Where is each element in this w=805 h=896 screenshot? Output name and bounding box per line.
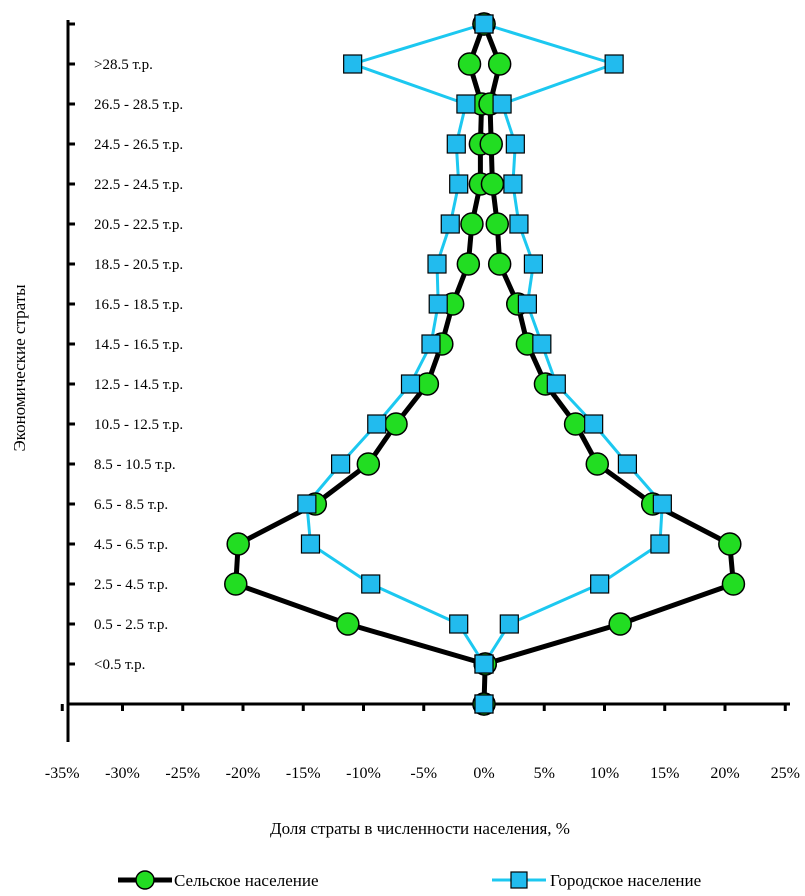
urban-data-point: [367, 414, 387, 434]
rural-data-point: [384, 412, 408, 436]
urban-data-point: [523, 254, 544, 274]
urban-data-point: [449, 614, 469, 634]
rural-data-point: [457, 52, 482, 76]
rural-data-point: [356, 452, 381, 476]
x-tick-label: 10%: [590, 765, 619, 782]
rural-data-point: [480, 172, 505, 196]
x-tick-label: 0%: [473, 765, 494, 782]
urban-data-point: [652, 494, 672, 514]
urban-data-point: [427, 254, 447, 274]
x-tick-label: -5%: [410, 765, 437, 782]
x-tick-label: 20%: [710, 765, 739, 782]
legend-urban-label: Городское население: [550, 871, 701, 890]
urban-data-point: [499, 614, 519, 634]
category-label: 26.5 - 28.5 т.р.: [94, 97, 183, 113]
category-label: 12.5 - 14.5 т.р.: [94, 377, 183, 393]
urban-data-point: [331, 454, 351, 474]
urban-data-point: [421, 334, 441, 354]
rural-data-point: [456, 252, 481, 276]
category-label: 6.5 - 8.5 т.р.: [94, 497, 168, 513]
urban-data-point: [532, 334, 552, 354]
category-labels: <0.5 т.р. 0.5 - 2.5 т.р. 2.5 - 4.5 т.р. 4.5…: [94, 57, 183, 673]
category-label: <0.5 т.р.: [94, 657, 145, 673]
rural-data-point: [721, 572, 746, 596]
urban-data-point: [505, 134, 525, 154]
category-label: 20.5 - 22.5 т.р.: [94, 217, 183, 233]
rural-data-point: [224, 572, 248, 596]
rural-data-point: [485, 212, 510, 236]
x-axis-title: Доля страты в численности населения, %: [270, 819, 570, 838]
urban-data-point: [604, 54, 624, 74]
rural-data-point: [585, 452, 610, 476]
urban-data-point: [449, 174, 469, 194]
rural-data-point: [563, 412, 588, 436]
x-tick-label: -25%: [165, 765, 200, 782]
category-label: 0.5 - 2.5 т.р.: [94, 617, 168, 633]
x-tick-label: 15%: [650, 765, 679, 782]
category-label: 14.5 - 16.5 т.р.: [94, 337, 183, 353]
urban-data-point: [590, 574, 610, 594]
urban-data-point: [297, 494, 317, 514]
category-label: 4.5 - 6.5 т.р.: [94, 537, 168, 553]
rural-data-point: [336, 612, 360, 636]
urban-data-point: [474, 654, 494, 674]
x-tick-label: 5%: [534, 765, 555, 782]
category-label: 16.5 - 18.5 т.р.: [94, 297, 183, 313]
legend: Сельское население Городское население: [118, 870, 701, 890]
urban-data-point: [428, 294, 448, 314]
urban-data-point: [361, 574, 381, 594]
x-tick-label: -10%: [346, 765, 381, 782]
x-tick-label: -30%: [105, 765, 140, 782]
series-layer: [224, 12, 746, 716]
urban-data-point: [474, 14, 494, 34]
urban-data-point: [503, 174, 523, 194]
x-tick-label: -35%: [45, 765, 80, 782]
urban-data-point: [617, 454, 637, 474]
category-label: >28.5 т.р.: [94, 57, 153, 73]
axes: [60, 20, 790, 742]
category-label: 24.5 - 26.5 т.р.: [94, 137, 183, 153]
urban-data-point: [343, 54, 363, 74]
urban-data-point: [492, 94, 512, 114]
legend-rural-marker: [135, 870, 155, 890]
x-tick-label: -15%: [286, 765, 321, 782]
urban-data-point: [440, 214, 460, 234]
rural-data-point: [487, 252, 512, 276]
category-label: 18.5 - 20.5 т.р.: [94, 257, 183, 273]
rural-data-point: [226, 532, 250, 556]
urban-data-point: [474, 694, 494, 714]
urban-data-point: [509, 214, 529, 234]
urban-data-point: [517, 294, 537, 314]
x-tick-label: 25%: [771, 765, 800, 782]
urban-series-line: [305, 22, 664, 704]
rural-data-point: [718, 532, 742, 556]
urban-data-point: [446, 134, 466, 154]
legend-urban-marker: [510, 871, 528, 889]
urban-data-point: [456, 94, 476, 114]
urban-data-point: [400, 374, 421, 394]
rural-data-point: [479, 132, 503, 156]
category-label: 2.5 - 4.5 т.р.: [94, 577, 168, 593]
rural-data-point: [487, 52, 512, 76]
urban-data-point: [300, 534, 321, 554]
rural-series-line: [233, 21, 736, 705]
category-label: 8.5 - 10.5 т.р.: [94, 457, 176, 473]
legend-rural-label: Сельское население: [174, 871, 318, 890]
urban-data-point: [650, 534, 670, 554]
x-tick-label: -20%: [226, 765, 261, 782]
y-axis-title: Экономические страты: [10, 284, 29, 452]
urban-data-point: [584, 414, 604, 434]
rural-data-point: [460, 212, 484, 236]
category-label: 22.5 - 24.5 т.р.: [94, 177, 183, 193]
rural-data-point: [608, 612, 632, 636]
category-label: 10.5 - 12.5 т.р.: [94, 417, 183, 433]
x-tick-labels: -35% -30% -25% -20% -15% -10% -5% 0% 5% 10% 15% 20%…: [45, 765, 800, 782]
urban-data-point: [546, 374, 566, 394]
